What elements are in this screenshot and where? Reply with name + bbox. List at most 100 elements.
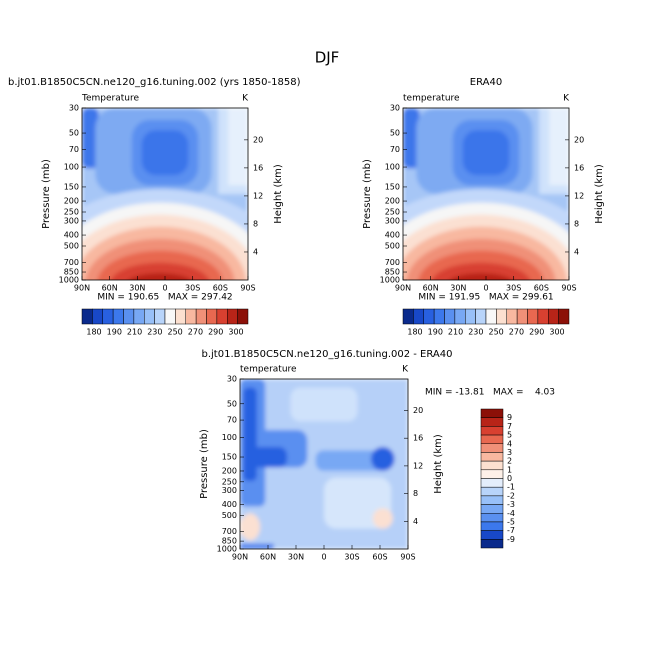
colorbar-box xyxy=(480,408,504,418)
colorbar-box xyxy=(133,308,145,325)
colorbar-box xyxy=(206,308,218,325)
colorbar-box xyxy=(496,308,507,325)
field xyxy=(240,543,274,549)
y2-tick-label: 8 xyxy=(413,489,418,498)
field xyxy=(403,108,420,169)
colorbar-box xyxy=(516,308,528,325)
x-tick-label: 90N xyxy=(74,284,90,293)
y-tick-label: 700 xyxy=(64,258,79,267)
colorbar-label: 230 xyxy=(468,328,483,337)
x-tick-label: 60N xyxy=(102,284,118,293)
colorbar-box xyxy=(480,434,504,444)
y-tick-label: 700 xyxy=(222,527,237,536)
y-tick-label: 250 xyxy=(64,208,79,217)
y2-tick-label: 16 xyxy=(413,434,423,443)
x-tick-label: 90N xyxy=(232,553,248,562)
field xyxy=(449,273,513,280)
y-tick-label: 100 xyxy=(222,433,237,442)
colorbar-box xyxy=(480,513,504,523)
colorbar-label: 7 xyxy=(507,422,512,431)
y-tick-label: 1000 xyxy=(217,545,237,554)
colorbar-box xyxy=(144,308,155,325)
colorbar-label: 230 xyxy=(147,328,162,337)
y-axis-title: Pressure (mb) xyxy=(362,159,373,229)
panel-title: b.jt01.B1850C5CN.ne120_g16.tuning.002 (y… xyxy=(8,77,301,88)
y-tick-label: 30 xyxy=(227,375,237,384)
variable-label: Temperature xyxy=(81,94,139,104)
colorbar-label: 210 xyxy=(127,328,142,337)
y2-axis-title: Height (km) xyxy=(433,434,444,494)
colorbar-label: 180 xyxy=(407,328,422,337)
y2-tick-label: 20 xyxy=(413,406,423,415)
colorbar-box xyxy=(480,469,504,479)
x-tick-label: 30S xyxy=(344,553,359,562)
x-tick-label: 0 xyxy=(162,284,167,293)
y2-tick-label: 4 xyxy=(413,517,418,526)
contour-field xyxy=(82,108,248,280)
y-tick-label: 30 xyxy=(390,104,400,113)
y-tick-label: 200 xyxy=(64,197,79,206)
y-tick-label: 150 xyxy=(385,182,400,191)
x-tick-label: 60N xyxy=(260,553,276,562)
colorbar-box xyxy=(465,308,476,325)
field xyxy=(372,508,393,529)
colorbar-box xyxy=(227,308,238,325)
colorbar-box xyxy=(81,308,93,325)
units-label: K xyxy=(242,94,249,104)
panel-title: b.jt01.B1850C5CN.ne120_g16.tuning.002 - … xyxy=(202,349,453,360)
colorbar-label: -4 xyxy=(507,509,515,518)
colorbar-label: 0 xyxy=(507,474,512,483)
colorbar-label: 5 xyxy=(507,431,512,440)
y-tick-label: 100 xyxy=(385,163,400,172)
y-tick-label: 50 xyxy=(390,129,400,138)
colorbar-box xyxy=(480,530,504,540)
colorbar-box xyxy=(506,308,518,325)
colorbar-label: 190 xyxy=(428,328,443,337)
y-tick-label: 850 xyxy=(222,537,237,546)
colorbar-box xyxy=(237,308,249,325)
field xyxy=(110,262,210,280)
y-tick-label: 850 xyxy=(64,268,79,277)
x-tick-label: 0 xyxy=(483,284,488,293)
y-tick-label: 250 xyxy=(222,477,237,486)
colorbar-label: -2 xyxy=(507,491,515,500)
y-tick-label: 500 xyxy=(222,511,237,520)
colorbar-box xyxy=(527,308,539,325)
field xyxy=(290,387,358,422)
colorbar-box xyxy=(112,308,124,325)
y2-tick-label: 8 xyxy=(574,219,579,228)
colorbar-box xyxy=(413,308,424,325)
colorbar-box xyxy=(123,308,135,325)
field xyxy=(240,513,261,541)
y2-tick-label: 12 xyxy=(253,191,263,200)
y-tick-label: 250 xyxy=(385,208,400,217)
colorbar-box xyxy=(480,417,504,427)
colorbar-label: 270 xyxy=(188,328,203,337)
x-tick-label: 30N xyxy=(129,284,145,293)
colorbar-box xyxy=(537,308,549,325)
y-tick-label: 200 xyxy=(385,197,400,206)
colorbar-label: -7 xyxy=(507,526,515,535)
colorbar-box xyxy=(423,308,435,325)
colorbar-box xyxy=(175,308,186,325)
contour-fill xyxy=(403,108,569,280)
colorbar-label: 3 xyxy=(507,448,512,457)
x-tick-label: 90S xyxy=(561,284,576,293)
colorbar-label: 190 xyxy=(107,328,122,337)
colorbar-box xyxy=(444,308,456,325)
y2-tick-label: 16 xyxy=(574,163,584,172)
colorbar-label: 300 xyxy=(549,328,564,337)
field xyxy=(228,108,248,186)
x-tick-label: 60S xyxy=(213,284,228,293)
colorbar-label: 250 xyxy=(168,328,183,337)
colorbar-box xyxy=(433,308,445,325)
field xyxy=(128,273,192,280)
colorbar-box xyxy=(480,460,504,471)
variable-label: temperature xyxy=(403,94,460,104)
colorbar-label: 300 xyxy=(228,328,243,337)
y2-axis-title: Height (km) xyxy=(273,164,284,224)
x-tick-label: 30N xyxy=(450,284,466,293)
colorbar-box xyxy=(195,308,207,325)
min-max: MIN = -13.81 MAX = 4.03 xyxy=(425,388,555,398)
